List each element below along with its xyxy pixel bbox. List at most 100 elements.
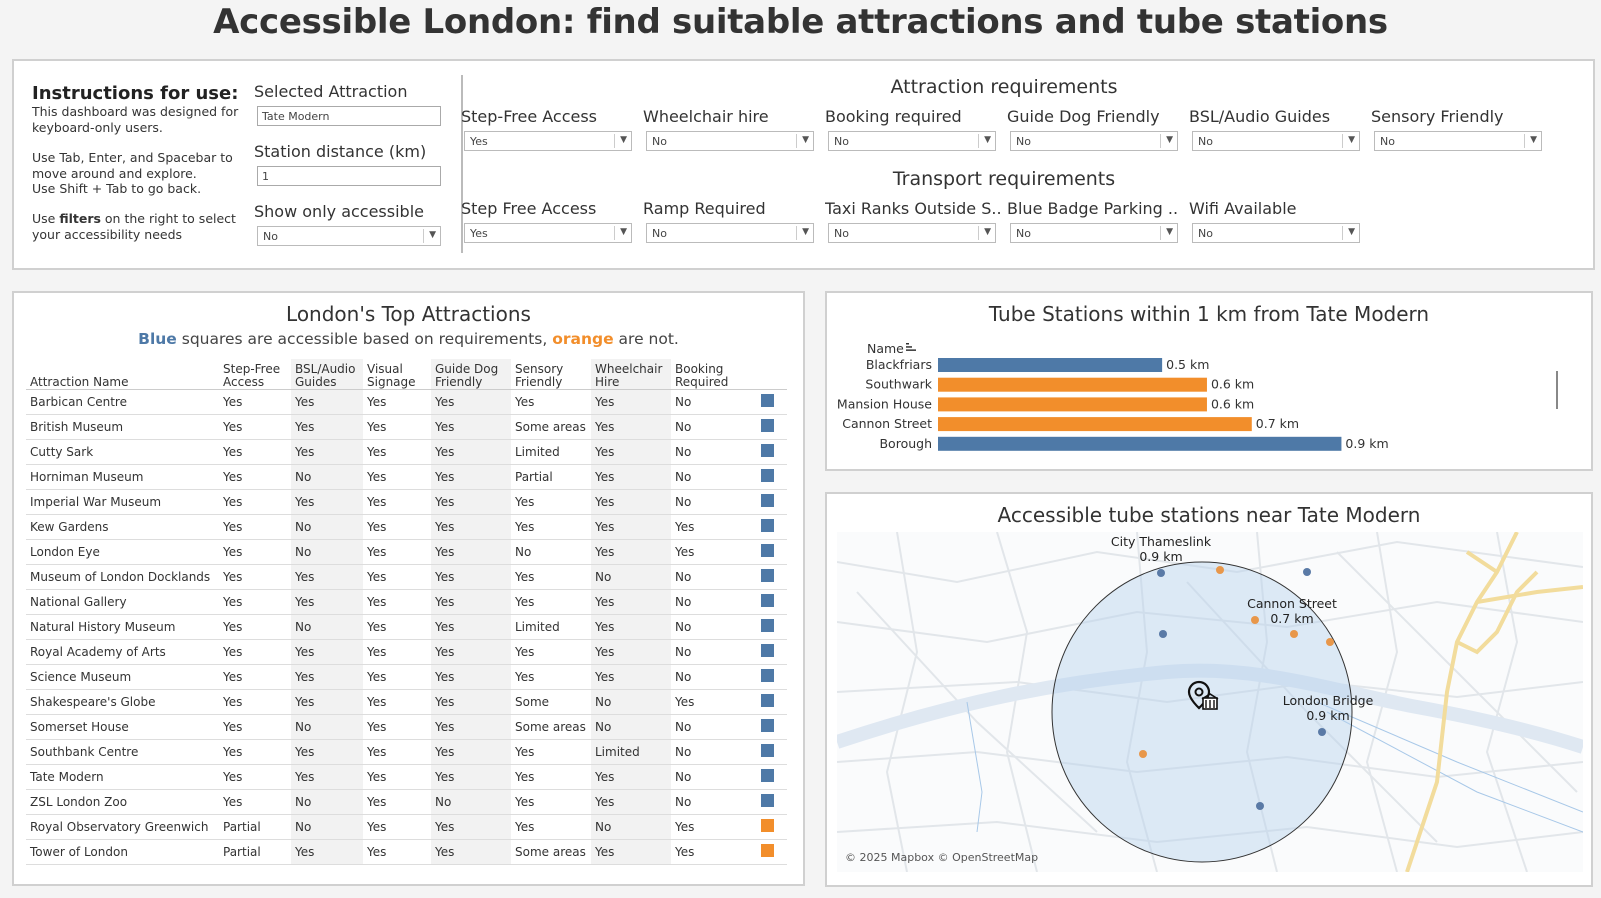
accessibility-square [760,793,774,807]
filter-dropdown[interactable]: No ▼ [646,223,814,243]
stations-chart-panel: Tube Stations within 1 km from Tate Mode… [825,291,1593,471]
table-row[interactable]: Museum of London Docklands Yes Yes Yes Yes Ye… [26,564,787,590]
table-cell: Limited [511,614,591,640]
table-cell: Yes [219,539,291,565]
table-cell: No [591,689,671,715]
table-cell: Yes [219,664,291,690]
chevron-down-icon: ▼ [620,135,627,145]
table-row[interactable]: Science Museum Yes Yes Yes Yes Yes Yes No [26,664,787,690]
station-marker[interactable] [1303,568,1311,576]
station-distance-input[interactable]: 1 [257,166,441,186]
accessibility-cell [747,739,787,765]
station-marker[interactable] [1256,802,1264,810]
transport-requirements-title: Transport requirements [892,168,1116,190]
table-row[interactable]: Tower of London Partial Yes Yes Yes Some area… [26,839,787,865]
filter-dropdown[interactable]: Yes ▼ [464,131,632,151]
filter-dropdown[interactable]: No ▼ [646,131,814,151]
table-row[interactable]: ZSL London Zoo Yes No Yes No Yes Yes No [26,789,787,815]
station-marker[interactable] [1290,630,1298,638]
table-cell: No [671,589,747,615]
table-row[interactable]: Royal Observatory Greenwich Partial No Yes Y… [26,814,787,840]
accessibility-square [760,393,774,407]
filter-label: Wifi Available [1189,199,1297,218]
filter-dropdown[interactable]: No ▼ [1374,131,1542,151]
table-cell: No [671,414,747,440]
table-row[interactable]: Southbank Centre Yes Yes Yes Yes Yes Limited No [26,739,787,765]
accessibility-cell [747,789,787,815]
table-row[interactable]: British Museum Yes Yes Yes Yes Some areas Yes N… [26,414,787,440]
scrollbar[interactable] [1556,371,1558,409]
table-row[interactable]: National Gallery Yes Yes Yes Yes Yes Yes No [26,589,787,615]
bar[interactable] [938,377,1207,392]
table-cell: Yes [363,614,431,640]
dropdown-value: No [1016,135,1031,148]
table-row[interactable]: Cutty Sark Yes Yes Yes Yes Limited Yes No [26,439,787,465]
table-cell: Yes [591,514,671,540]
bar[interactable] [938,358,1163,372]
table-cell: Yes [363,814,431,840]
table-row[interactable]: Somerset House Yes No Yes Yes Some areas No No [26,714,787,740]
stations-chart-title: Tube Stations within 1 km from Tate Mode… [988,302,1430,326]
table-row[interactable]: Royal Academy of Arts Yes Yes Yes Yes Yes Yes N… [26,639,787,665]
station-marker[interactable] [1216,566,1224,574]
filter-dropdown[interactable]: No ▼ [828,131,996,151]
filter-dropdown[interactable]: No ▼ [1192,131,1360,151]
table-cell: Partial [511,464,591,490]
table-row[interactable]: Barbican Centre Yes Yes Yes Yes Yes Yes No [26,389,787,415]
station-marker[interactable] [1251,616,1259,624]
filter-dropdown[interactable]: Yes ▼ [464,223,632,243]
filter-dropdown[interactable]: No ▼ [1192,223,1360,243]
table-cell: Yes [363,789,431,815]
table-cell: No [671,439,747,465]
bar[interactable] [938,436,1342,451]
map-canvas: City Thameslink 0.9 km Cannon Street 0.7… [837,532,1583,872]
table-row[interactable]: Shakespeare's Globe Yes Yes Yes Yes Some No Yes [26,689,787,715]
station-marker[interactable] [1318,728,1326,736]
selected-attraction-input[interactable]: Tate Modern [257,106,441,126]
station-marker[interactable] [1159,630,1167,638]
attraction-name: Science Museum [26,664,219,690]
selected-attraction-label: Selected Attraction [254,82,408,101]
station-marker[interactable] [1157,569,1165,577]
table-cell: Yes [591,389,671,415]
filter-label: Blue Badge Parking .. [1007,199,1179,218]
accessibility-square [760,843,774,857]
table-row[interactable]: Natural History Museum Yes No Yes Yes Limited… [26,614,787,640]
bar[interactable] [938,397,1207,412]
table-cell: Yes [511,489,591,515]
table-row[interactable]: Tate Modern Yes Yes Yes Yes Yes Yes No [26,764,787,790]
table-cell: Yes [591,439,671,465]
table-row[interactable]: Imperial War Museum Yes Yes Yes Yes Yes Yes No [26,489,787,515]
attraction-name: Horniman Museum [26,464,219,490]
show-only-accessible-dropdown[interactable]: No ▼ [257,226,441,246]
map[interactable]: City Thameslink 0.9 km Cannon Street 0.7… [837,532,1583,872]
filter-dropdown[interactable]: No ▼ [828,223,996,243]
map-credit: © 2025 Mapbox © OpenStreetMap [845,851,1039,864]
table-cell: Yes [219,414,291,440]
filter-dropdown[interactable]: No ▼ [1010,131,1178,151]
table-cell: Some [511,689,591,715]
table-row[interactable]: Kew Gardens Yes No Yes Yes Yes Yes Yes [26,514,787,540]
station-marker[interactable] [1326,638,1334,646]
table-cell: Yes [431,764,511,790]
table-row[interactable]: London Eye Yes No Yes Yes No Yes Yes [26,539,787,565]
map-label-name: Cannon Street [1247,596,1337,611]
sort-icon[interactable] [906,343,916,351]
accessibility-square [760,468,774,482]
table-cell: Yes [363,564,431,590]
station-marker[interactable] [1139,750,1147,758]
accessibility-square [760,768,774,782]
table-cell: No [291,614,363,640]
filter-dropdown[interactable]: No ▼ [1010,223,1178,243]
accessibility-cell [747,514,787,540]
accessibility-cell [747,389,787,415]
filter-label: Wheelchair hire [643,107,769,126]
attractions-panel: London's Top Attractions Blue squares ar… [12,291,805,886]
table-cell: Yes [511,639,591,665]
table-cell: Yes [671,814,747,840]
table-row[interactable]: Horniman Museum Yes No Yes Yes Partial Yes No [26,464,787,490]
bar[interactable] [938,417,1252,432]
table-cell: Yes [591,664,671,690]
station-markers [1139,566,1334,810]
column-header: Sensory Friendly [511,359,591,390]
